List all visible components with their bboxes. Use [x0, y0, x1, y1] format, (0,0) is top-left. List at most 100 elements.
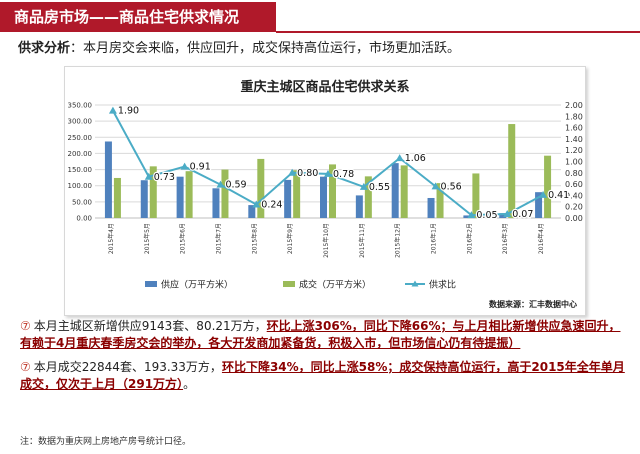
- ratio-marker: [252, 200, 261, 208]
- y-tick-label: 0.00: [76, 215, 92, 223]
- ratio-data-label: 0.56: [441, 181, 462, 192]
- page-title: 商品房市场——商品住宅供求情况: [0, 2, 276, 32]
- ratio-marker: [216, 180, 225, 188]
- ratio-data-label: 1.06: [405, 153, 426, 164]
- y2-tick-label: 1.40: [565, 135, 583, 144]
- ratio-data-label: 0.24: [261, 199, 282, 210]
- analysis-text: ：本月房交会来临，供应回升，成交保持高位运行，市场更加活跃。: [70, 41, 461, 56]
- supply-bar: [212, 188, 220, 218]
- legend-swatch: [283, 281, 295, 287]
- ratio-marker: [108, 106, 117, 114]
- y2-tick-label: 1.00: [565, 158, 583, 167]
- supply-bullet-text: 本月主城区新增供应9143套、80.21万方，: [33, 319, 267, 333]
- x-tick-label: 2015年6月: [179, 223, 187, 254]
- y2-tick-label: 0.80: [565, 169, 583, 178]
- y-tick-label: 50.00: [72, 198, 92, 206]
- ratio-marker: [539, 190, 548, 198]
- y-tick-label: 350.00: [68, 102, 93, 110]
- y2-tick-label: 1.20: [565, 146, 583, 155]
- x-tick-label: 2015年8月: [250, 223, 258, 254]
- deal-bullet-end: 。: [183, 377, 196, 391]
- ratio-data-label: 0.80: [297, 168, 318, 179]
- deal-bar: [113, 177, 121, 218]
- ratio-marker: [180, 162, 189, 170]
- supply-bar: [140, 180, 148, 218]
- ratio-data-label: 0.55: [369, 182, 390, 193]
- legend-swatch: [145, 281, 157, 287]
- x-tick-label: 2015年12月: [394, 223, 402, 258]
- ratio-data-label: 0.59: [225, 180, 246, 191]
- x-tick-label: 2015年7月: [214, 223, 222, 254]
- deal-bar: [329, 164, 336, 218]
- y2-tick-label: 0.60: [565, 180, 583, 189]
- ratio-marker: [324, 169, 332, 177]
- bullet-mark-icon: ⑦: [20, 360, 31, 374]
- x-tick-label: 2015年9月: [286, 223, 294, 254]
- supply-bar: [284, 179, 292, 218]
- analysis-line: 供求分析：本月房交会来临，供应回升，成交保持高位运行，市场更加活跃。: [18, 40, 633, 58]
- y-tick-label: 250.00: [68, 134, 93, 142]
- supply-bar: [535, 192, 543, 218]
- x-tick-label: 2015年5月: [143, 223, 151, 254]
- legend-label: 供应（万平方米）: [161, 279, 233, 291]
- analysis-bullets: ⑦ 本月主城区新增供应9143套、80.21万方，环比上涨306%，同比下降66%…: [20, 318, 632, 393]
- x-tick-label: 2016年4月: [537, 223, 545, 254]
- ratio-data-label: 0.91: [190, 162, 211, 173]
- deal-bullet: ⑦ 本月成交22844套、193.33万方，环比下降34%，同比上涨58%；成交保…: [20, 359, 632, 393]
- x-tick-label: 2016年1月: [430, 223, 438, 254]
- deal-bar: [544, 155, 552, 218]
- data-source: 数据来源：汇丰数据中心: [489, 299, 577, 309]
- x-tick-label: 2015年10月: [322, 223, 330, 258]
- y-tick-label: 200.00: [68, 150, 93, 158]
- deal-bar: [400, 165, 408, 218]
- ratio-marker: [431, 182, 440, 190]
- legend-label: 供求比: [429, 279, 456, 291]
- y-tick-label: 100.00: [68, 182, 93, 190]
- ratio-marker: [395, 154, 404, 162]
- x-tick-label: 2015年4月: [107, 223, 115, 254]
- legend-marker-swatch: [411, 280, 419, 287]
- supply-bar: [176, 176, 184, 218]
- y2-tick-label: 0.00: [565, 214, 583, 223]
- deal-bar: [185, 171, 193, 218]
- supply-bar: [104, 141, 112, 218]
- y2-tick-label: 1.80: [565, 112, 583, 121]
- x-tick-label: 2016年2月: [465, 223, 473, 254]
- ratio-data-label: 1.90: [118, 106, 139, 117]
- supply-bar: [427, 197, 435, 218]
- supply-bullet: ⑦ 本月主城区新增供应9143套、80.21万方，环比上涨306%，同比下降66%…: [20, 318, 632, 352]
- supply-bullet-highlight: 环比上涨306%，同比下降66%；与上月相比新增供应急速回升，有赖于4月重庆春季…: [20, 319, 621, 350]
- ratio-data-label: 0.05: [476, 210, 497, 221]
- supply-bar: [355, 195, 363, 218]
- supply-demand-chart: 重庆主城区商品住宅供求关系 0.00 50.00 100.00 150.00 200.00…: [64, 66, 586, 316]
- legend-label: 成交（万平方米）: [299, 279, 371, 291]
- deal-bar: [364, 176, 372, 218]
- ratio-marker: [144, 172, 153, 180]
- x-tick-label: 2016年3月: [501, 223, 509, 254]
- ratio-marker: [503, 210, 512, 218]
- deal-bar: [293, 170, 301, 218]
- deal-bar: [221, 169, 229, 218]
- bullet-mark-icon: ⑦: [20, 319, 31, 333]
- y2-tick-label: 0.40: [565, 191, 583, 200]
- ratio-data-label: 0.07: [512, 209, 533, 220]
- supply-bar: [391, 163, 399, 218]
- ratio-marker: [288, 168, 297, 176]
- ratio-data-label: 0.78: [333, 169, 354, 180]
- supply-bar: [248, 205, 256, 218]
- deal-bullet-text: 本月成交22844套、193.33万方，: [33, 360, 222, 374]
- ratio-marker: [359, 182, 368, 190]
- x-tick-label: 2015年11月: [358, 223, 366, 258]
- deal-bar: [149, 166, 157, 218]
- header-bar: 商品房市场——商品住宅供求情况: [0, 0, 640, 34]
- analysis-lead: 供求分析: [18, 41, 71, 56]
- ratio-data-label: 0.73: [154, 172, 175, 183]
- chart-title: 重庆主城区商品住宅供求关系: [240, 79, 409, 95]
- supply-bar: [320, 176, 327, 218]
- y2-tick-label: 1.60: [565, 124, 583, 133]
- y-tick-label: 300.00: [68, 118, 93, 126]
- ratio-marker: [467, 211, 476, 219]
- y2-tick-label: 0.20: [565, 203, 583, 212]
- supply-bar: [499, 213, 507, 218]
- chart-svg: 重庆主城区商品住宅供求关系 0.00 50.00 100.00 150.00 200.00…: [68, 79, 583, 309]
